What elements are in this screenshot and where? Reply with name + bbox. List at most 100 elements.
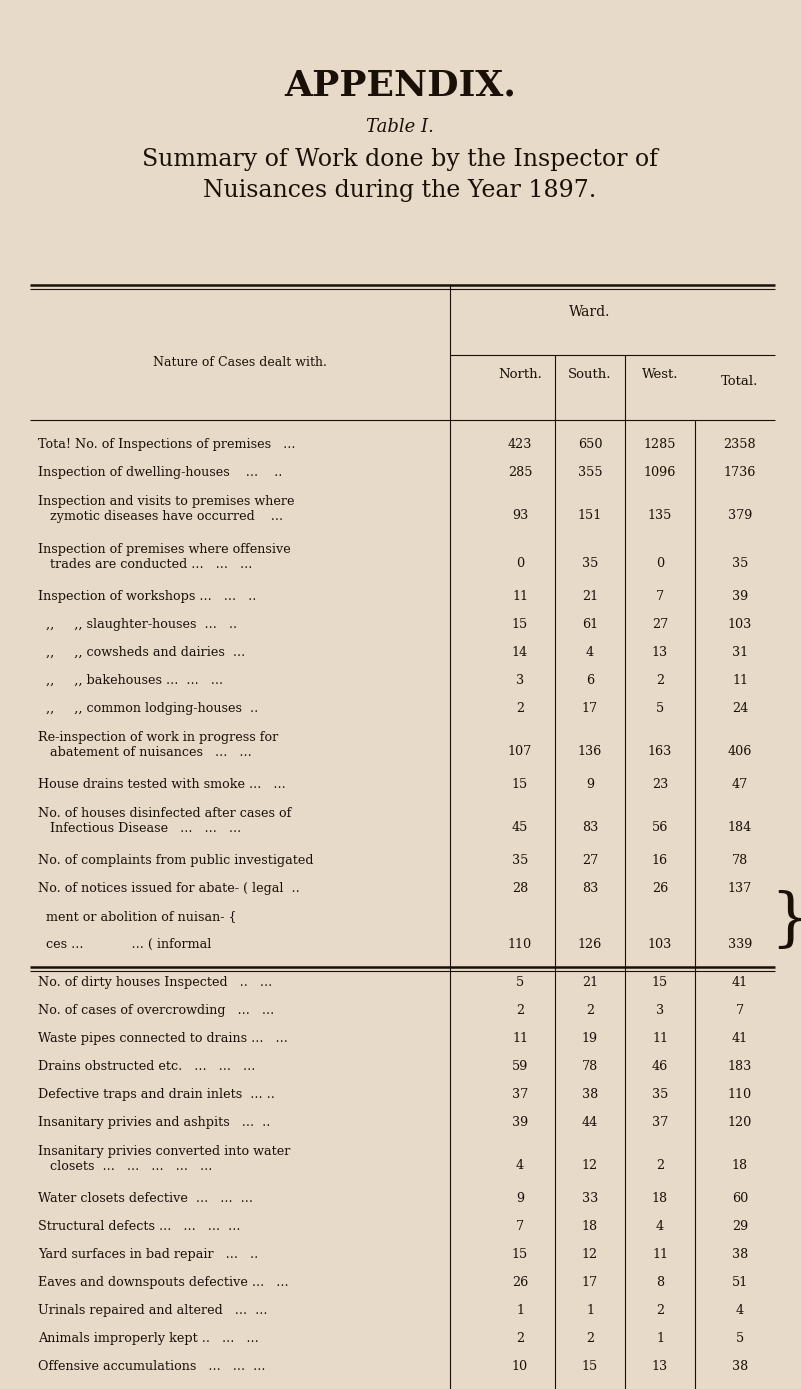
Text: 56: 56 <box>652 821 668 833</box>
Text: ment or abolition of nuisan- {: ment or abolition of nuisan- { <box>38 910 236 924</box>
Text: 1736: 1736 <box>724 465 756 479</box>
Text: 45: 45 <box>512 821 528 833</box>
Text: 2: 2 <box>516 1004 524 1017</box>
Text: 38: 38 <box>732 1247 748 1261</box>
Text: 11: 11 <box>512 1032 528 1045</box>
Text: 29: 29 <box>732 1220 748 1233</box>
Text: 2: 2 <box>656 674 664 688</box>
Text: 103: 103 <box>648 938 672 951</box>
Text: 41: 41 <box>732 1032 748 1045</box>
Text: 27: 27 <box>652 618 668 631</box>
Text: 4: 4 <box>656 1220 664 1233</box>
Text: Urinals repaired and altered   ...  ...: Urinals repaired and altered ... ... <box>38 1304 268 1317</box>
Text: 21: 21 <box>582 590 598 603</box>
Text: 39: 39 <box>512 1115 528 1129</box>
Text: 423: 423 <box>508 438 532 451</box>
Text: No. of cases of overcrowding   ...   ...: No. of cases of overcrowding ... ... <box>38 1004 274 1017</box>
Text: 19: 19 <box>582 1032 598 1045</box>
Text: Inspection of premises where offensive
   trades are conducted ...   ...   ...: Inspection of premises where offensive t… <box>38 543 291 571</box>
Text: Summary of Work done by the Inspector of
Nuisances during the Year 1897.: Summary of Work done by the Inspector of… <box>142 149 658 203</box>
Text: ,,     ,, slaughter-houses  ...   ..: ,, ,, slaughter-houses ... .. <box>38 618 237 631</box>
Text: 136: 136 <box>578 745 602 758</box>
Text: 78: 78 <box>582 1060 598 1072</box>
Text: APPENDIX.: APPENDIX. <box>284 68 516 101</box>
Text: West.: West. <box>642 368 678 381</box>
Text: 83: 83 <box>582 882 598 895</box>
Text: 5: 5 <box>736 1332 744 1345</box>
Text: 2: 2 <box>586 1004 594 1017</box>
Text: 83: 83 <box>582 821 598 833</box>
Text: 2: 2 <box>586 1332 594 1345</box>
Text: 16: 16 <box>652 854 668 867</box>
Text: 78: 78 <box>732 854 748 867</box>
Text: 15: 15 <box>652 976 668 989</box>
Text: }: } <box>770 890 801 951</box>
Text: Drains obstructed etc.   ...   ...   ...: Drains obstructed etc. ... ... ... <box>38 1060 256 1072</box>
Text: 110: 110 <box>728 1088 752 1101</box>
Text: ,,     ,, cowsheds and dairies  ...: ,, ,, cowsheds and dairies ... <box>38 646 245 658</box>
Text: 35: 35 <box>512 854 528 867</box>
Text: 126: 126 <box>578 938 602 951</box>
Text: 137: 137 <box>728 882 752 895</box>
Text: 46: 46 <box>652 1060 668 1072</box>
Text: 4: 4 <box>586 646 594 658</box>
Text: 11: 11 <box>652 1247 668 1261</box>
Text: 7: 7 <box>656 590 664 603</box>
Text: 61: 61 <box>582 618 598 631</box>
Text: 0: 0 <box>516 557 524 569</box>
Text: Total.: Total. <box>722 375 759 388</box>
Text: 17: 17 <box>582 701 598 715</box>
Text: 11: 11 <box>652 1032 668 1045</box>
Text: 14: 14 <box>512 646 528 658</box>
Text: Offensive accumulations   ...   ...  ...: Offensive accumulations ... ... ... <box>38 1360 265 1372</box>
Text: 3: 3 <box>656 1004 664 1017</box>
Text: 184: 184 <box>728 821 752 833</box>
Text: 2358: 2358 <box>723 438 756 451</box>
Text: 35: 35 <box>582 557 598 569</box>
Text: 8: 8 <box>656 1276 664 1289</box>
Text: ces ...            ... ( informal: ces ... ... ( informal <box>38 938 211 951</box>
Text: 23: 23 <box>652 778 668 790</box>
Text: 9: 9 <box>516 1192 524 1206</box>
Text: 59: 59 <box>512 1060 528 1072</box>
Text: 3: 3 <box>516 674 524 688</box>
Text: 24: 24 <box>732 701 748 715</box>
Text: South.: South. <box>568 368 612 381</box>
Text: 38: 38 <box>732 1360 748 1372</box>
Text: 379: 379 <box>728 508 752 522</box>
Text: Water closets defective  ...   ...  ...: Water closets defective ... ... ... <box>38 1192 253 1206</box>
Text: House drains tested with smoke ...   ...: House drains tested with smoke ... ... <box>38 778 286 790</box>
Text: 33: 33 <box>582 1192 598 1206</box>
Text: Inspection and visits to premises where
   zymotic diseases have occurred    ...: Inspection and visits to premises where … <box>38 494 295 524</box>
Text: 26: 26 <box>512 1276 528 1289</box>
Text: 13: 13 <box>652 1360 668 1372</box>
Text: Defective traps and drain inlets  ... ..: Defective traps and drain inlets ... .. <box>38 1088 275 1101</box>
Text: North.: North. <box>498 368 542 381</box>
Text: 183: 183 <box>728 1060 752 1072</box>
Text: 15: 15 <box>512 1247 528 1261</box>
Text: 13: 13 <box>652 646 668 658</box>
Text: 17: 17 <box>582 1276 598 1289</box>
Text: 1: 1 <box>516 1304 524 1317</box>
Text: 2: 2 <box>516 1332 524 1345</box>
Text: ,,     ,, bakehouses ...  ...   ...: ,, ,, bakehouses ... ... ... <box>38 674 223 688</box>
Text: 18: 18 <box>732 1158 748 1172</box>
Text: Insanitary privies and ashpits   ...  ..: Insanitary privies and ashpits ... .. <box>38 1115 271 1129</box>
Text: ,,     ,, common lodging-houses  ..: ,, ,, common lodging-houses .. <box>38 701 258 715</box>
Text: 35: 35 <box>652 1088 668 1101</box>
Text: 35: 35 <box>732 557 748 569</box>
Text: 2: 2 <box>516 701 524 715</box>
Text: 1: 1 <box>656 1332 664 1345</box>
Text: 339: 339 <box>728 938 752 951</box>
Text: No. of complaints from public investigated: No. of complaints from public investigat… <box>38 854 313 867</box>
Text: 103: 103 <box>728 618 752 631</box>
Text: 5: 5 <box>516 976 524 989</box>
Text: Insanitary privies converted into water
   closets  ...   ...   ...   ...   ...: Insanitary privies converted into water … <box>38 1145 291 1172</box>
Text: 1285: 1285 <box>644 438 676 451</box>
Text: 4: 4 <box>736 1304 744 1317</box>
Text: Inspection of workshops ...   ...   ..: Inspection of workshops ... ... .. <box>38 590 256 603</box>
Text: 93: 93 <box>512 508 528 522</box>
Text: Tota! No. of Inspections of premises   ...: Tota! No. of Inspections of premises ... <box>38 438 296 451</box>
Text: 37: 37 <box>652 1115 668 1129</box>
Text: 1: 1 <box>586 1304 594 1317</box>
